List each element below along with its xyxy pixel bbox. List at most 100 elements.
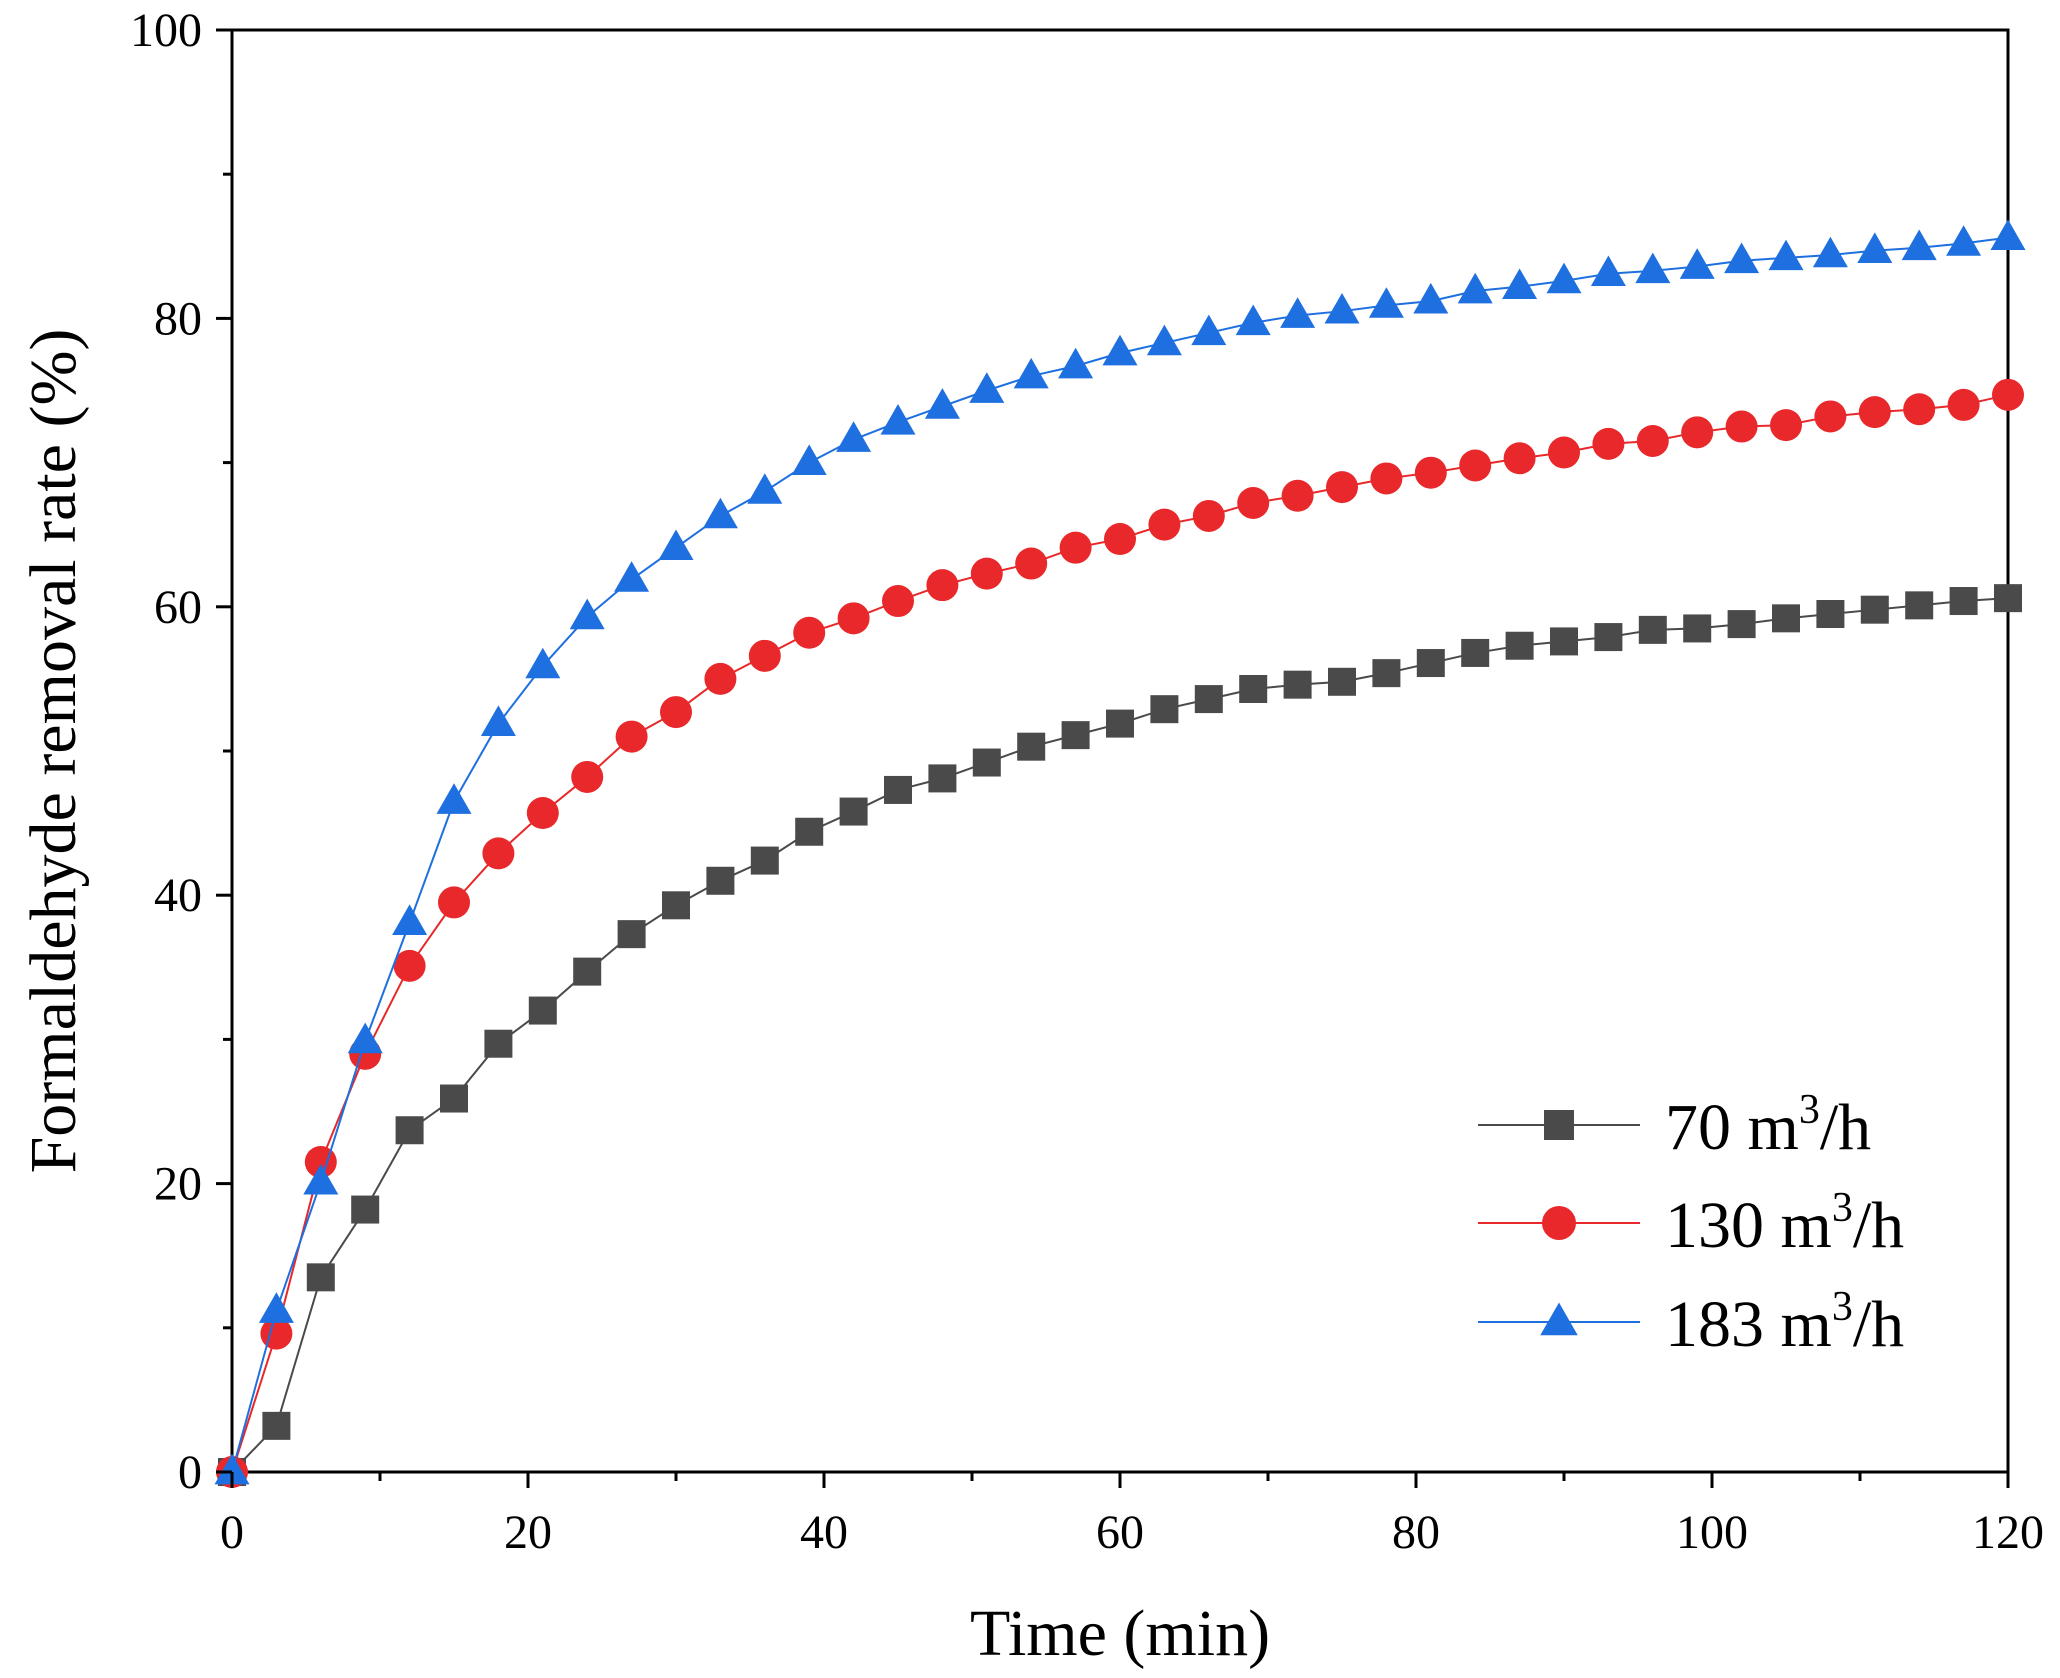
data-point bbox=[1724, 242, 1760, 274]
data-point bbox=[1061, 721, 1090, 750]
data-point bbox=[484, 1029, 513, 1058]
data-point bbox=[972, 748, 1001, 777]
data-point bbox=[1727, 610, 1756, 639]
data-point bbox=[795, 817, 824, 846]
data-point bbox=[1368, 287, 1404, 318]
data-point bbox=[1328, 667, 1356, 696]
data-point bbox=[1592, 427, 1625, 460]
data-point bbox=[928, 764, 957, 793]
data-point bbox=[1461, 638, 1490, 667]
data-point bbox=[1812, 236, 1848, 268]
data-point bbox=[480, 705, 516, 736]
data-point bbox=[1372, 659, 1401, 688]
data-point bbox=[880, 403, 916, 435]
data-point bbox=[1505, 631, 1534, 660]
data-point bbox=[1416, 649, 1445, 678]
data-point bbox=[1679, 248, 1715, 279]
data-point bbox=[1194, 685, 1223, 714]
data-point bbox=[617, 920, 646, 949]
series-2 bbox=[214, 219, 2026, 1485]
data-point bbox=[839, 797, 868, 826]
data-point bbox=[1457, 272, 1493, 304]
data-point bbox=[1546, 262, 1582, 294]
legend-entry: 183 m3/h bbox=[1478, 1284, 1904, 1361]
data-point bbox=[1768, 239, 1804, 271]
data-point bbox=[1594, 623, 1623, 652]
x-tick-label: 0 bbox=[220, 1506, 244, 1559]
data-point bbox=[1905, 591, 1934, 620]
legend-entry: 130 m3/h bbox=[1478, 1185, 1904, 1262]
data-point bbox=[1503, 442, 1536, 475]
data-point bbox=[1326, 471, 1358, 504]
data-point bbox=[1283, 670, 1312, 699]
data-point bbox=[1015, 547, 1048, 580]
data-point bbox=[440, 1084, 468, 1113]
data-point bbox=[791, 444, 827, 475]
data-point bbox=[662, 891, 690, 920]
data-point bbox=[1150, 695, 1179, 724]
data-point bbox=[1814, 400, 1847, 433]
data-point bbox=[573, 957, 602, 986]
data-point bbox=[660, 696, 692, 729]
data-point bbox=[970, 557, 1003, 590]
y-axis-title: Formaldehyde removal rate (%) bbox=[17, 329, 90, 1174]
legend-label: 183 m3/h bbox=[1665, 1284, 1904, 1361]
data-point bbox=[436, 783, 472, 814]
x-tick-label: 60 bbox=[1096, 1506, 1144, 1559]
data-point bbox=[924, 388, 960, 419]
data-point bbox=[1550, 627, 1578, 656]
y-tick-label: 40 bbox=[154, 869, 202, 922]
y-tick-label: 100 bbox=[130, 4, 202, 57]
data-point bbox=[614, 561, 650, 592]
data-point bbox=[1104, 523, 1136, 556]
data-point bbox=[1237, 486, 1270, 519]
series-layer bbox=[214, 219, 2026, 1488]
data-point bbox=[1414, 456, 1447, 489]
data-point bbox=[482, 837, 515, 870]
data-point bbox=[837, 602, 870, 635]
data-point bbox=[702, 497, 738, 529]
data-point bbox=[1280, 297, 1316, 328]
y-tick-label: 20 bbox=[154, 1158, 202, 1211]
data-point bbox=[1459, 449, 1492, 482]
data-point bbox=[1370, 462, 1403, 495]
data-point bbox=[1146, 324, 1182, 356]
data-point bbox=[1235, 304, 1271, 336]
legend-label: 130 m3/h bbox=[1665, 1185, 1904, 1262]
data-point bbox=[1725, 410, 1758, 443]
data-point bbox=[1058, 347, 1094, 379]
data-point bbox=[969, 372, 1005, 403]
data-point bbox=[882, 585, 914, 618]
x-tick-label: 40 bbox=[800, 1506, 848, 1559]
data-point bbox=[1636, 424, 1669, 457]
data-point bbox=[1990, 219, 2026, 250]
data-point bbox=[262, 1411, 291, 1440]
data-point bbox=[704, 662, 737, 695]
data-point bbox=[1901, 229, 1937, 261]
data-point bbox=[793, 616, 826, 649]
data-point bbox=[1860, 595, 1889, 624]
data-point bbox=[395, 1116, 424, 1145]
data-point bbox=[1947, 388, 1980, 421]
x-tick-label: 120 bbox=[1972, 1506, 2044, 1559]
data-point bbox=[1013, 357, 1049, 389]
data-point bbox=[1638, 615, 1667, 644]
data-point bbox=[1548, 436, 1580, 469]
data-point bbox=[658, 529, 694, 561]
x-tick-label: 80 bbox=[1392, 1506, 1440, 1559]
legend-entry: 70 m3/h bbox=[1478, 1087, 1871, 1164]
data-point bbox=[706, 866, 735, 895]
data-point bbox=[258, 1292, 294, 1323]
data-point bbox=[748, 639, 781, 672]
data-point bbox=[884, 775, 912, 804]
data-point bbox=[1148, 508, 1181, 541]
data-point bbox=[393, 949, 426, 982]
data-point bbox=[1281, 479, 1314, 512]
data-point bbox=[1102, 334, 1138, 366]
data-point bbox=[351, 1195, 380, 1224]
data-point bbox=[1017, 732, 1046, 761]
data-point bbox=[306, 1263, 335, 1292]
data-point bbox=[1239, 674, 1268, 703]
x-tick-label: 20 bbox=[504, 1506, 552, 1559]
